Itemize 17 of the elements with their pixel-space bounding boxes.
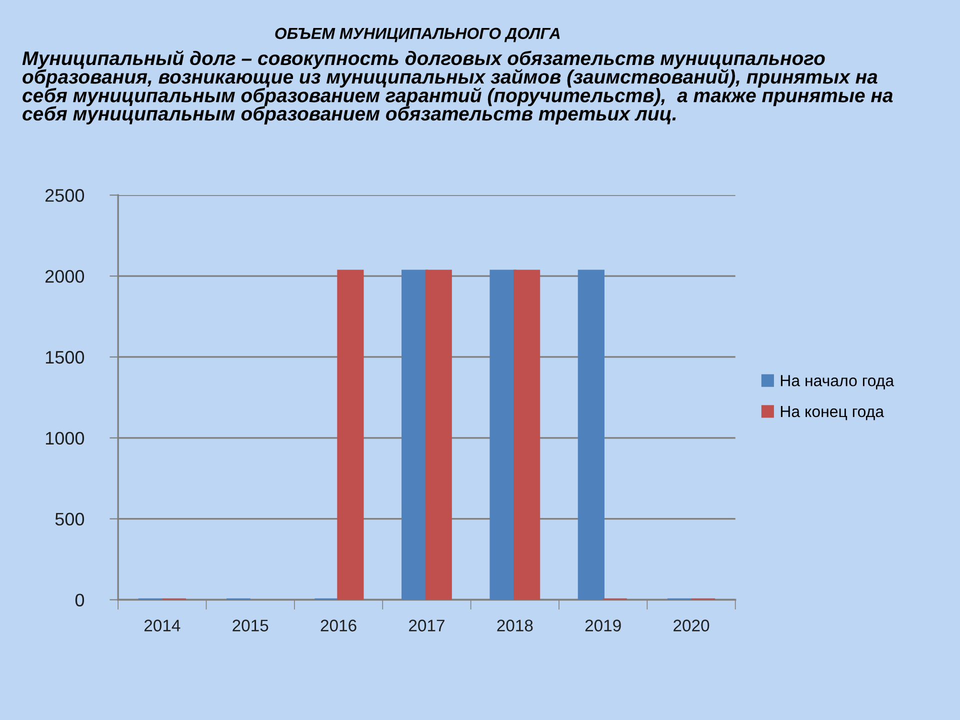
y-tick-label: 2500 (45, 189, 84, 202)
y-tick-label: 500 (55, 512, 84, 526)
chart-title: ОБЪЕМ МУНИЦИПАЛЬНОГО ДОЛГА (275, 28, 560, 42)
x-tick-label: 2014 (144, 620, 180, 632)
x-tick-label: 2020 (674, 620, 710, 632)
y-tick-label: 1500 (46, 350, 84, 364)
legend-label: На конец года (780, 406, 884, 420)
y-tick-label: 2000 (45, 270, 84, 283)
x-tick-label: 2019 (585, 620, 621, 632)
legend-label: На начало года (780, 375, 894, 390)
chart-subtitle: Муниципальный долг – совокупность долговых обязательств муниципального образования, возникающие из муниципальных займов (заимствований), принятых на себя муниципальным образованием гарантий (поручительств), а также принятые на себя муниципальным образованием обязательств третьих лиц. (22, 50, 893, 124)
x-tick-label: 2018 (497, 620, 533, 632)
x-tick-label: 2016 (320, 620, 356, 632)
x-tick-label: 2017 (409, 620, 444, 632)
y-tick-label: 0 (75, 594, 84, 606)
x-tick-label: 2015 (232, 620, 268, 632)
y-tick-label: 1000 (46, 432, 84, 445)
